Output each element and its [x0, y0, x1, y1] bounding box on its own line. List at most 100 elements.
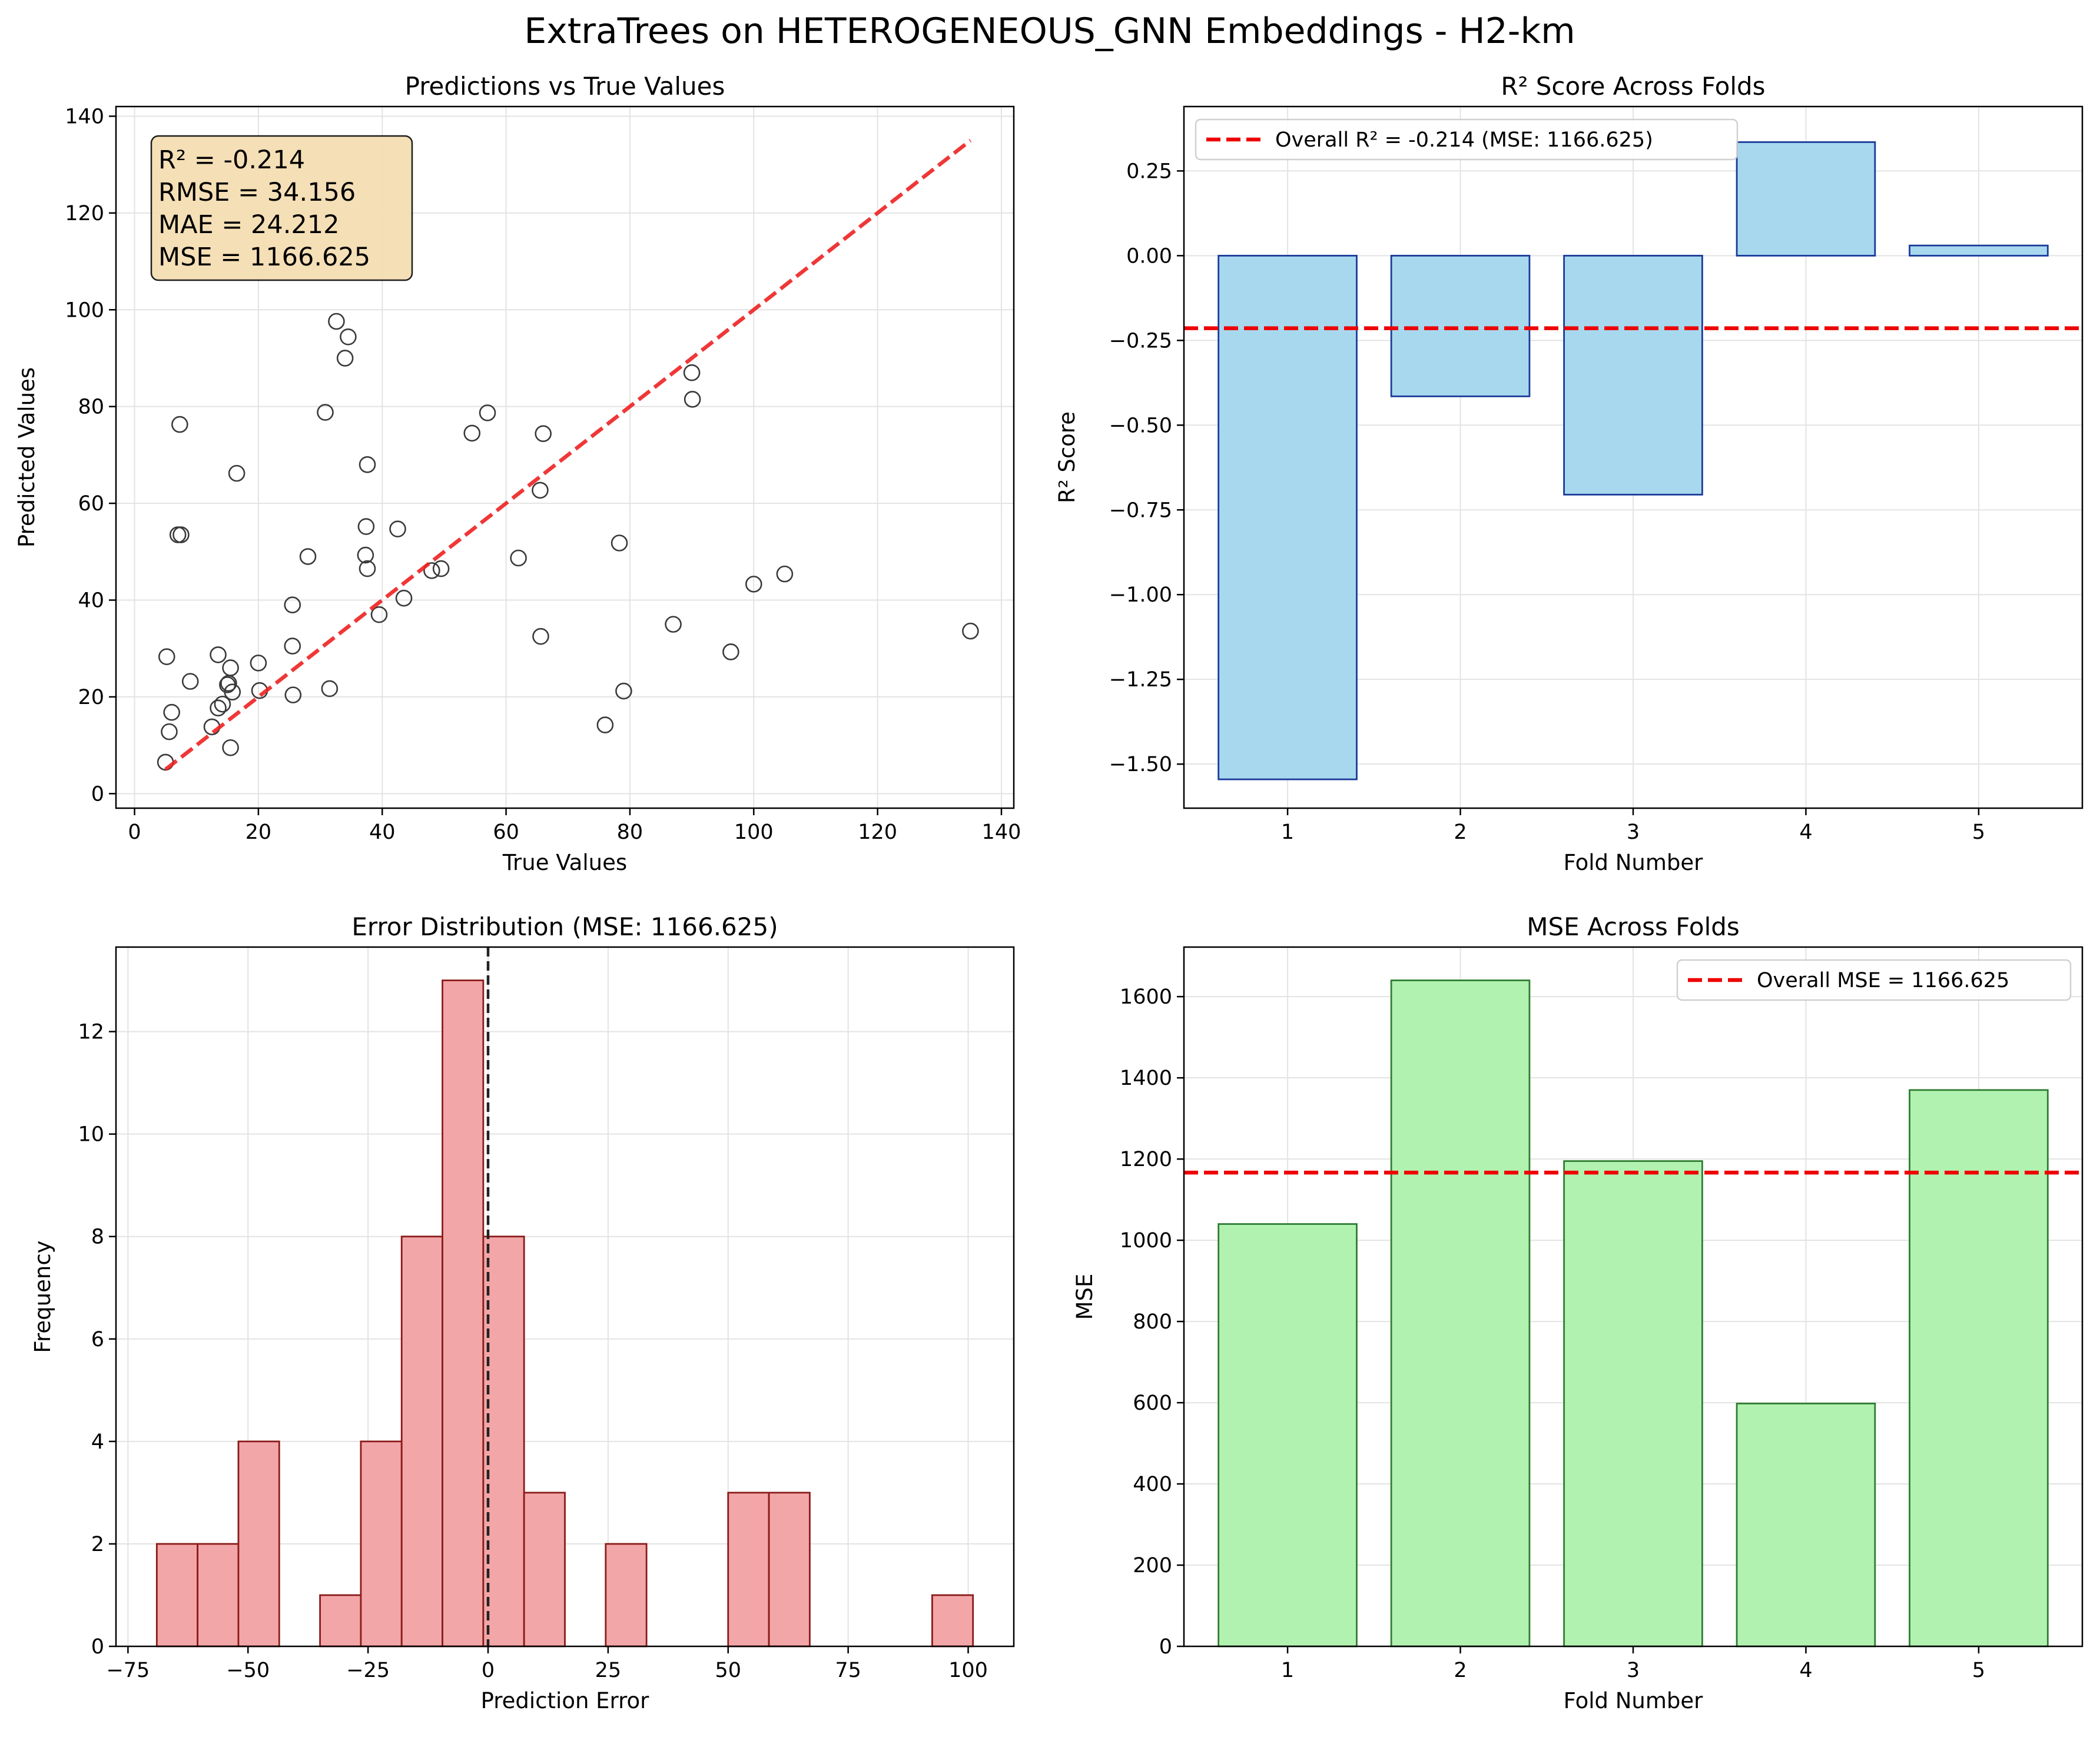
stats-line: RMSE = 34.156: [158, 178, 356, 207]
scatter-point: [722, 643, 739, 660]
x-tick-label: 4: [1799, 821, 1812, 844]
scatter-point: [665, 616, 682, 633]
scatter-point: [357, 546, 374, 564]
x-tick-label: 120: [858, 821, 897, 844]
histogram-bar: [442, 979, 485, 1648]
y-tick-label: 140: [65, 105, 104, 128]
x-tick-label: 50: [715, 1659, 741, 1682]
x-tick-label: −25: [346, 1659, 390, 1682]
panel-scatter: R² = -0.214 RMSE = 34.156 MAE = 24.212 MSE …: [14, 72, 1021, 875]
scatter-point: [423, 562, 440, 579]
x-tick-label: 80: [617, 821, 643, 844]
scatter-point: [158, 648, 175, 665]
legend-label: Overall R² = -0.214 (MSE: 1166.625): [1275, 128, 1653, 152]
scatter-point: [340, 328, 357, 346]
scatter-point: [745, 576, 762, 593]
scatter-point: [171, 416, 188, 433]
y-tick-label: 0: [91, 1635, 104, 1659]
scatter-point: [228, 464, 246, 482]
scatter-point: [776, 565, 794, 583]
scatter-point: [163, 703, 180, 721]
x-tick-label: 0: [482, 1659, 495, 1682]
y-tick-label: 200: [1133, 1554, 1172, 1577]
histogram-bar: [931, 1594, 974, 1648]
y-axis-label: R² Score: [1054, 411, 1080, 503]
y-axis-label: Frequency: [30, 1240, 55, 1353]
mse-bar-fold-4: [1736, 1403, 1876, 1648]
scatter-point: [370, 606, 388, 623]
scatter-point: [222, 739, 239, 756]
scatter-point: [359, 456, 376, 473]
r2-bar-fold-5: [1909, 244, 2049, 257]
scatter-point: [172, 526, 190, 543]
x-tick-label: 100: [948, 1659, 988, 1682]
scatter-point: [284, 596, 301, 614]
axes-frame: [115, 946, 1015, 1648]
y-tick-label: 20: [78, 686, 104, 709]
y-tick-label: 600: [1133, 1391, 1172, 1415]
histogram-bar: [605, 1543, 648, 1648]
histogram-bar: [319, 1594, 362, 1648]
x-axis-label: Prediction Error: [481, 1688, 650, 1713]
panel-title: MSE Across Folds: [1527, 912, 1740, 941]
y-tick-label: −1.25: [1109, 668, 1172, 692]
scatter-point: [395, 589, 413, 607]
y-tick-label: −1.50: [1109, 753, 1172, 776]
panel-title: Error Distribution (MSE: 1166.625): [351, 912, 778, 941]
histogram-bar: [155, 1543, 199, 1648]
scatter-point: [389, 520, 406, 537]
r2-bar-fold-1: [1217, 254, 1358, 781]
x-tick-label: 0: [128, 821, 141, 844]
x-axis-label: Fold Number: [1564, 850, 1704, 875]
x-tick-label: 1: [1281, 821, 1294, 844]
scatter-point: [210, 699, 227, 717]
y-tick-label: 40: [78, 589, 104, 613]
histogram-bar: [197, 1543, 240, 1648]
y-tick-label: −1.00: [1109, 583, 1172, 607]
stats-line: MAE = 24.212: [158, 210, 340, 240]
x-tick-label: 20: [246, 821, 272, 844]
scatter-point: [359, 560, 376, 577]
scatter-point: [224, 683, 241, 701]
x-tick-label: 5: [1972, 1659, 1985, 1682]
scatter-point: [250, 655, 267, 672]
x-tick-label: 5: [1972, 821, 1985, 844]
scatter-point: [684, 391, 701, 408]
x-tick-label: −50: [226, 1659, 270, 1682]
y-tick-label: 1000: [1120, 1229, 1172, 1253]
y-tick-label: 1200: [1120, 1148, 1172, 1171]
scatter-point: [432, 560, 450, 577]
scatter-point: [299, 548, 317, 565]
scatter-point: [284, 637, 301, 655]
x-axis-label: Fold Number: [1564, 1688, 1704, 1713]
x-tick-label: 4: [1799, 1659, 1812, 1682]
y-tick-label: 12: [78, 1021, 104, 1044]
scatter-point: [463, 424, 481, 442]
legend-box: [1195, 118, 1739, 161]
x-tick-label: 3: [1627, 1659, 1640, 1682]
scatter-point: [479, 404, 496, 421]
y-tick-label: 0: [1159, 1635, 1172, 1659]
stats-line: R² = -0.214: [158, 145, 305, 175]
scatter-point: [683, 364, 701, 381]
panel-error-histogram: −75 −50 −25 0 25 50 75 100 0 2 4 6 8 10 12 Error Distri…: [30, 912, 1015, 1713]
y-tick-label: 120: [65, 202, 104, 225]
histogram-bar: [727, 1492, 770, 1648]
y-tick-label: 0.25: [1126, 160, 1172, 183]
x-tick-label: 2: [1454, 1659, 1467, 1682]
y-tick-label: 0: [91, 782, 104, 806]
legend-label: Overall MSE = 1166.625: [1757, 969, 2009, 992]
histogram-bar: [400, 1236, 443, 1648]
scatter-point: [596, 716, 614, 733]
y-tick-label: 8: [91, 1225, 104, 1249]
histogram-bar: [523, 1492, 566, 1648]
stats-line: MSE = 1166.625: [158, 243, 370, 272]
histogram-bar: [768, 1492, 811, 1648]
y-tick-label: 400: [1133, 1473, 1172, 1496]
y-tick-label: 10: [78, 1123, 104, 1147]
scatter-point: [181, 673, 199, 690]
y-tick-label: 2: [91, 1533, 104, 1556]
scatter-point: [532, 627, 549, 645]
x-tick-label: 100: [734, 821, 774, 844]
